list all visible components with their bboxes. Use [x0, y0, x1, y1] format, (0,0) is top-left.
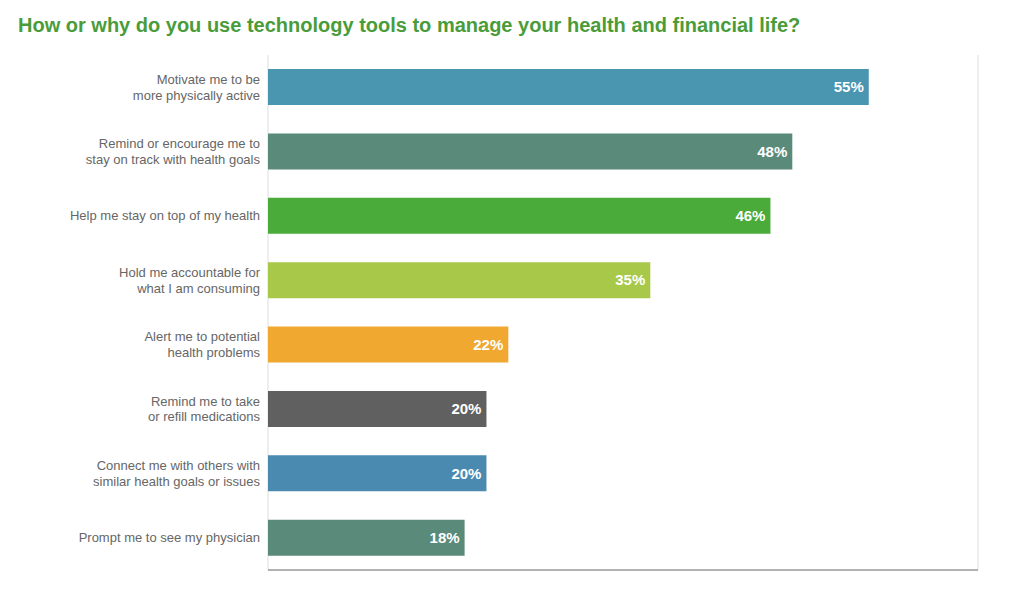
svg-text:Remind or encourage me tostay: Remind or encourage me tostay on track w… — [86, 136, 261, 167]
svg-text:20%: 20% — [451, 465, 481, 482]
svg-text:Hold me accountable forwhat I: Hold me accountable forwhat I am consumi… — [119, 265, 261, 296]
html-text:How or why do you use technolo: How or why do you use technology tools t… — [18, 14, 801, 36]
svg-text:22%: 22% — [473, 336, 503, 353]
svg-text:Remind me to takeor refill med: Remind me to takeor refill medications — [148, 394, 260, 425]
svg-text:46%: 46% — [735, 207, 765, 224]
svg-text:18%: 18% — [430, 529, 460, 546]
svg-text:20%: 20% — [451, 400, 481, 417]
svg-text:Motivate me to bemore physical: Motivate me to bemore physically active — [133, 72, 260, 103]
svg-text:48%: 48% — [757, 143, 787, 160]
svg-text:Alert me to potentialhealth pr: Alert me to potentialhealth problems — [144, 329, 260, 360]
svg-text:Connect me with others withsim: Connect me with others withsimilar healt… — [93, 458, 260, 489]
svg-text:55%: 55% — [834, 78, 864, 95]
svg-text:Help me stay on top of my heal: Help me stay on top of my health — [70, 208, 260, 223]
svg-text:35%: 35% — [615, 271, 645, 288]
svg-text:Prompt me to see my physician: Prompt me to see my physician — [79, 530, 260, 545]
